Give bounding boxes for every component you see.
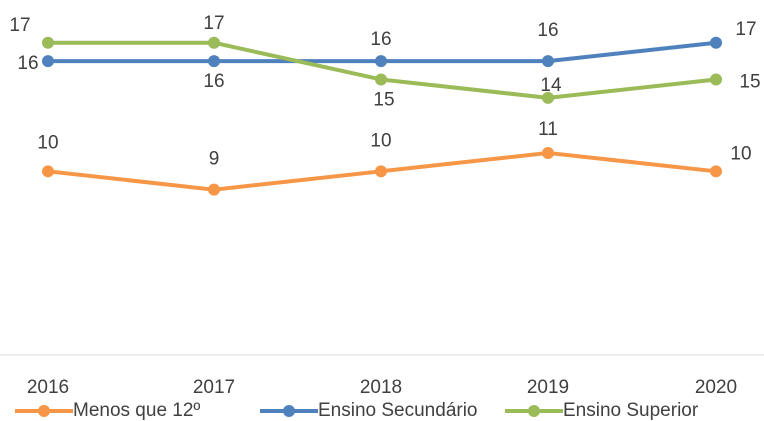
legend-label: Ensino Secundário <box>318 400 478 421</box>
point <box>208 36 220 49</box>
data-label: 16 <box>17 53 38 74</box>
point <box>208 55 220 68</box>
point <box>375 55 387 68</box>
legend-marker <box>528 405 540 417</box>
data-label: 16 <box>537 20 558 41</box>
point <box>710 73 722 86</box>
legend-marker <box>283 405 295 417</box>
point <box>42 55 54 68</box>
point <box>42 165 54 178</box>
point <box>710 36 722 49</box>
legend-label: Menos que 12º <box>73 400 200 421</box>
point <box>542 146 554 159</box>
x-tick-label: 2020 <box>695 377 737 398</box>
point <box>710 165 722 178</box>
x-tick-label: 2018 <box>360 377 402 398</box>
point <box>542 91 554 104</box>
data-label: 10 <box>370 130 391 151</box>
data-label: 15 <box>373 89 394 110</box>
point <box>375 165 387 178</box>
data-label: 10 <box>730 143 751 164</box>
point <box>375 73 387 86</box>
point <box>42 36 54 49</box>
point <box>542 55 554 68</box>
x-tick-label: 2016 <box>27 377 69 398</box>
data-label: 15 <box>739 71 760 92</box>
data-label: 16 <box>370 29 391 50</box>
data-label: 9 <box>209 149 220 170</box>
legend-label: Ensino Superior <box>563 400 699 421</box>
data-label: 11 <box>538 119 558 140</box>
data-label: 14 <box>540 75 562 96</box>
data-label: 17 <box>203 13 224 34</box>
x-tick-label: 2017 <box>193 377 235 398</box>
legend-marker <box>38 405 50 417</box>
data-label: 17 <box>9 15 30 36</box>
x-tick-label: 2019 <box>527 377 569 398</box>
data-label: 16 <box>203 71 224 92</box>
data-label: 10 <box>37 132 58 153</box>
point <box>208 183 220 196</box>
data-label: 17 <box>735 19 756 40</box>
